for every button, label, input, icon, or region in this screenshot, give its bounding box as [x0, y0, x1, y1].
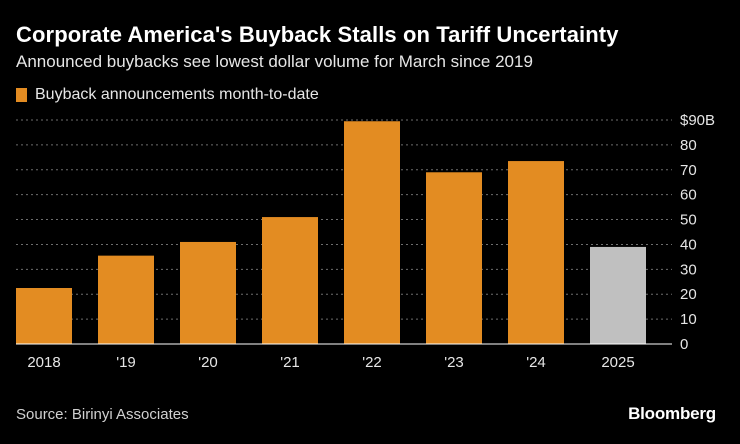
x-tick-label: '20 — [198, 354, 218, 371]
x-tick-label: '19 — [116, 354, 136, 371]
x-tick-label: 2025 — [601, 354, 634, 371]
y-tick-label: 20 — [680, 286, 697, 303]
bloomberg-logo: Bloomberg — [628, 404, 716, 423]
y-tick-label: 60 — [680, 187, 697, 204]
source-note: Source: Birinyi Associates — [16, 406, 189, 423]
bar — [180, 241, 236, 344]
chart-subtitle: Announced buybacks see lowest dollar vol… — [16, 52, 533, 71]
bar — [344, 121, 400, 344]
y-tick-label: 80 — [680, 137, 697, 154]
legend-label: Buyback announcements month-to-date — [35, 86, 319, 103]
x-tick-label: '23 — [444, 354, 464, 371]
y-tick-label: 70 — [680, 162, 697, 179]
bar — [508, 161, 564, 344]
y-tick-label: 0 — [680, 336, 688, 353]
bar — [98, 255, 154, 344]
x-tick-label: '21 — [280, 354, 300, 371]
x-tick-label: 2018 — [27, 354, 60, 371]
x-tick-label: '24 — [526, 354, 546, 371]
bar — [590, 246, 646, 344]
y-tick-label: 40 — [680, 236, 697, 253]
bar — [426, 172, 482, 344]
bar — [262, 217, 318, 344]
y-tick-label: 50 — [680, 212, 697, 229]
y-tick-label: 30 — [680, 261, 697, 278]
y-tick-label: $90B — [680, 112, 715, 129]
x-tick-label: '22 — [362, 354, 382, 371]
legend-swatch — [16, 88, 27, 102]
bar — [16, 288, 72, 344]
legend: Buyback announcements month-to-date — [16, 86, 319, 104]
y-tick-label: 10 — [680, 311, 697, 328]
chart-title: Corporate America's Buyback Stalls on Ta… — [16, 22, 619, 47]
